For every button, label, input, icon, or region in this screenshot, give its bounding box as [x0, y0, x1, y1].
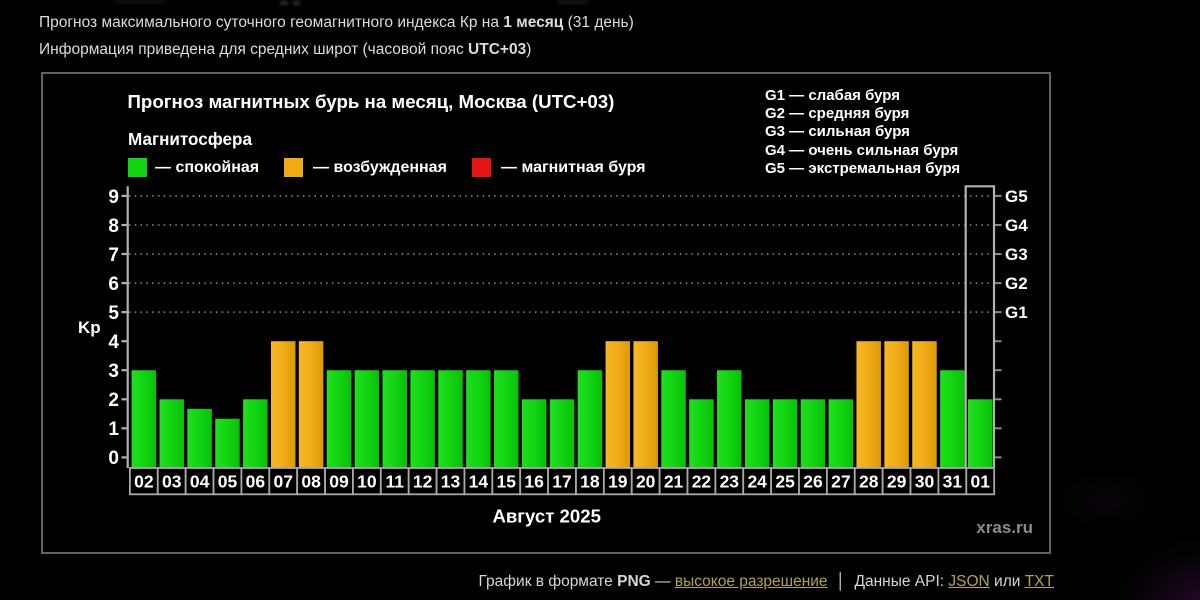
svg-text:8: 8 [108, 216, 119, 237]
svg-text:13: 13 [441, 471, 461, 491]
svg-text:28: 28 [859, 471, 879, 491]
svg-text:20: 20 [636, 471, 656, 491]
svg-text:09: 09 [329, 471, 349, 491]
svg-text:G5: G5 [1005, 187, 1028, 206]
svg-text:26: 26 [803, 471, 823, 491]
svg-text:0: 0 [108, 448, 119, 469]
svg-text:18: 18 [580, 471, 600, 491]
svg-text:4: 4 [108, 332, 119, 353]
svg-text:31: 31 [943, 471, 963, 491]
svg-text:G1: G1 [1005, 303, 1028, 322]
svg-text:5: 5 [108, 303, 119, 324]
svg-text:27: 27 [831, 471, 850, 491]
svg-text:G2: G2 [1005, 274, 1028, 293]
svg-text:05: 05 [218, 471, 238, 491]
svg-text:14: 14 [469, 471, 489, 491]
svg-text:21: 21 [664, 471, 684, 491]
svg-text:24: 24 [747, 471, 767, 491]
svg-text:11: 11 [386, 471, 405, 491]
svg-text:Август 2025: Август 2025 [492, 506, 600, 527]
svg-text:Kp: Kp [78, 318, 101, 337]
svg-text:3: 3 [108, 361, 119, 382]
svg-text:03: 03 [162, 471, 182, 491]
svg-text:29: 29 [887, 471, 907, 491]
svg-text:30: 30 [915, 471, 935, 491]
svg-text:04: 04 [190, 471, 210, 491]
svg-text:02: 02 [134, 471, 154, 491]
svg-text:7: 7 [108, 245, 119, 266]
svg-text:25: 25 [775, 471, 795, 491]
svg-text:06: 06 [246, 471, 266, 491]
svg-text:22: 22 [692, 471, 712, 491]
svg-text:12: 12 [413, 471, 433, 491]
svg-text:08: 08 [301, 471, 321, 491]
svg-text:07: 07 [274, 471, 293, 491]
svg-text:19: 19 [608, 471, 628, 491]
svg-text:1: 1 [108, 419, 119, 440]
svg-text:17: 17 [552, 471, 571, 491]
svg-text:6: 6 [108, 274, 119, 295]
svg-text:01: 01 [971, 471, 991, 491]
svg-text:xras.ru: xras.ru [976, 518, 1033, 537]
svg-text:9: 9 [108, 187, 119, 208]
svg-text:2: 2 [108, 390, 119, 411]
svg-text:16: 16 [524, 471, 544, 491]
svg-text:15: 15 [497, 471, 517, 491]
svg-text:10: 10 [357, 471, 377, 491]
svg-text:G4: G4 [1005, 216, 1028, 235]
svg-text:23: 23 [720, 471, 740, 491]
svg-text:G3: G3 [1005, 245, 1028, 264]
